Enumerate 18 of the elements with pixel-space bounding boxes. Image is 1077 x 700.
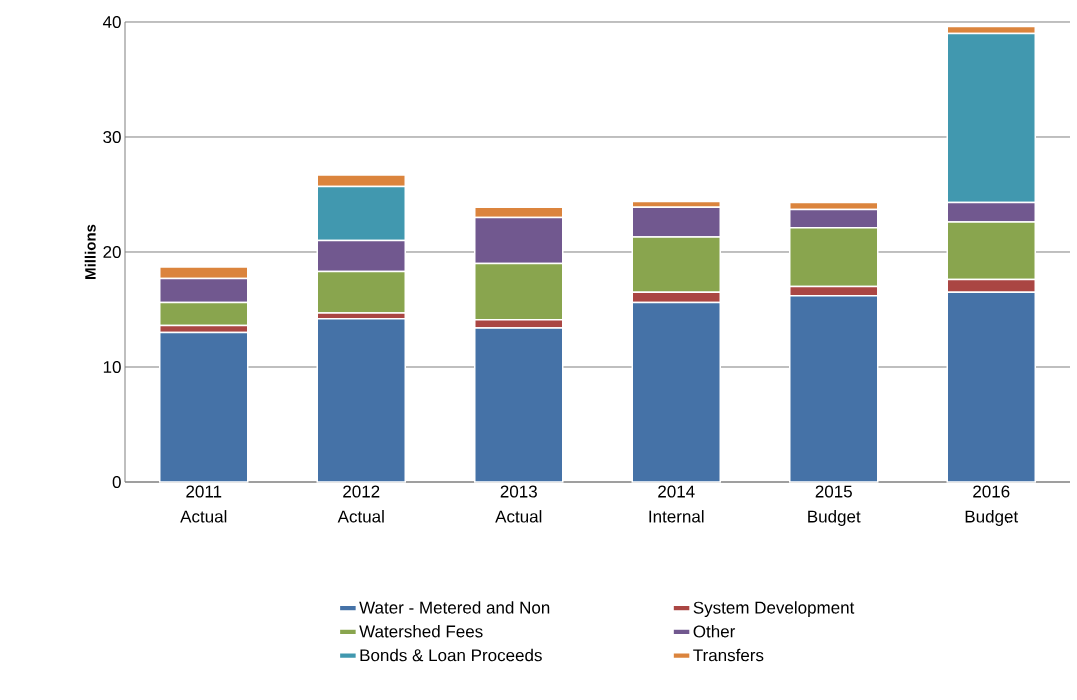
legend-label: Bonds & Loan Proceeds: [360, 648, 542, 662]
y-tick-label: 30: [103, 130, 121, 144]
legend-label: Other: [693, 624, 736, 638]
y-tick-label: 10: [103, 360, 121, 374]
legend-label: System Development: [693, 601, 855, 618]
y-tick-label: 40: [102, 15, 121, 29]
y-tick-label: 20: [103, 245, 121, 259]
y-tick-label: 0: [112, 475, 121, 489]
legend-label: Transfers: [693, 648, 764, 662]
legend-label: Watershed Fees: [359, 624, 483, 638]
x-tick-label: 2012 Actual: [337, 485, 384, 523]
x-tick-label: 2015 Budget: [808, 485, 861, 526]
x-tick-label: 2014 Internal: [649, 485, 704, 523]
x-tick-label: 2016 Budget: [965, 485, 1019, 526]
y-axis-title: Millions: [84, 224, 96, 279]
legend-label: Water - Metered and Non: [359, 601, 550, 614]
x-tick-label: 2013 Actual: [495, 485, 542, 523]
x-tick-label: 2011 Actual: [180, 485, 227, 523]
